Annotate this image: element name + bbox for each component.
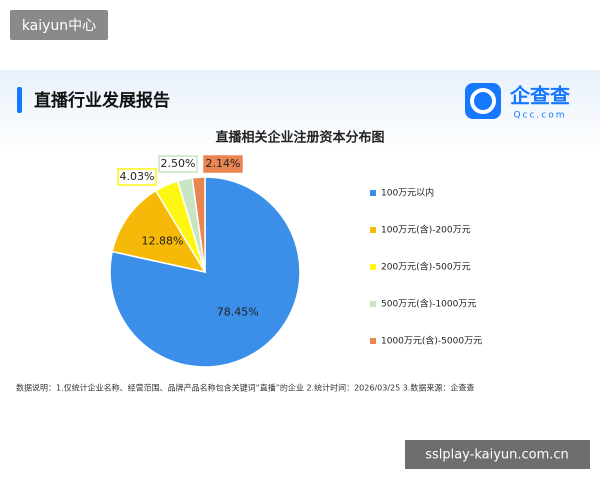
- label-box: [158, 155, 198, 173]
- plot: 78.45% 12.88% 4.03% 2.50% 2.14% 100万元以内 100万元(…: [109, 155, 482, 368]
- legend-label: 100万元以内: [381, 187, 434, 199]
- logo-sub: Qcc.com: [513, 111, 566, 121]
- legend-swatch: [370, 338, 376, 344]
- label-box: [203, 155, 243, 173]
- legend-label: 500万元(含)-1000万元: [381, 298, 476, 310]
- legend-label: 200万元(含)-500万元: [381, 261, 471, 273]
- legend-label: 100万元(含)-200万元: [381, 224, 471, 236]
- watermark-box: [405, 440, 590, 469]
- legend-swatch: [370, 301, 376, 307]
- legend-label: 1000万元(含)-5000万元: [381, 335, 482, 347]
- logo-ring: [470, 88, 496, 114]
- footnote: 数据说明：1.仅统计企业名称、经营范围、品牌产品名称包含关键词“直播”的企业 2…: [16, 383, 474, 393]
- label-box: [117, 168, 157, 186]
- value-label: 2.50%: [161, 157, 196, 170]
- value-label: 4.03%: [120, 170, 155, 183]
- value-label: 2.14%: [206, 157, 241, 170]
- watermark-box: [10, 10, 108, 40]
- legend-swatch: [370, 264, 376, 270]
- value-label: 78.45%: [217, 306, 259, 319]
- value-label: 12.88%: [142, 235, 184, 248]
- title-accent: [17, 87, 22, 113]
- watermark-top: kaiyun中心: [22, 18, 96, 34]
- watermark-bottom: sslplay-kaiyun.com.cn: [425, 448, 569, 463]
- chart-title: 直播相关企业注册资本分布图: [215, 130, 384, 146]
- pie-slice: [111, 189, 207, 274]
- pie-slice: [191, 176, 206, 273]
- legend-swatch: [370, 190, 376, 196]
- legend-swatch: [370, 227, 376, 233]
- header-title: 直播行业发展报告: [34, 90, 170, 111]
- logo-text: 企查查: [509, 84, 570, 108]
- card: [0, 70, 600, 406]
